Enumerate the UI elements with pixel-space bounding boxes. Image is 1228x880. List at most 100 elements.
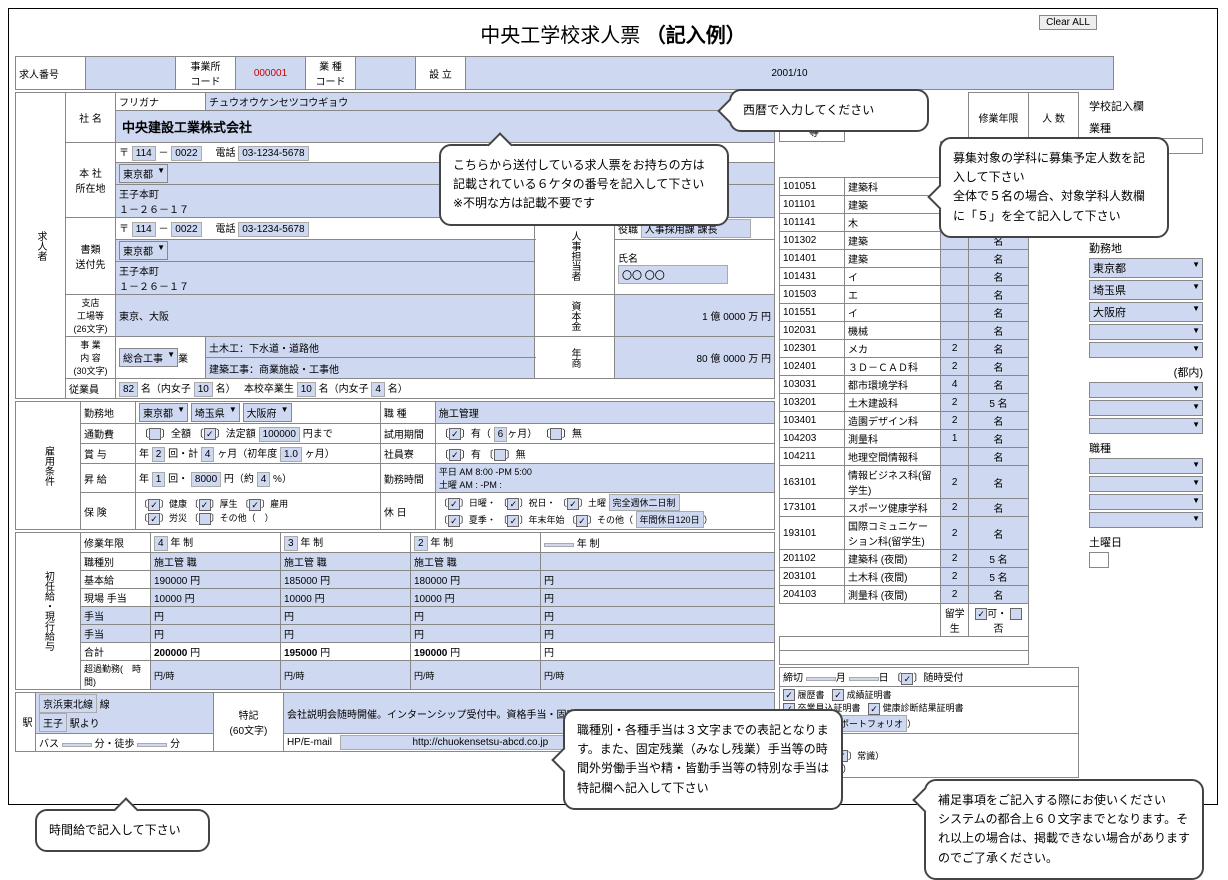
field-line[interactable]: 京浜東北線 bbox=[39, 694, 97, 713]
check-ins-comp[interactable]: ✓ bbox=[148, 513, 160, 525]
select-school-metro1[interactable] bbox=[1089, 382, 1203, 398]
field-trial-months[interactable]: 6 bbox=[494, 427, 508, 442]
dept-years[interactable]: 2 bbox=[941, 358, 969, 376]
check-hol-nat[interactable]: ✓ bbox=[507, 498, 519, 510]
field-station[interactable]: 王子 bbox=[39, 713, 67, 732]
field-sales[interactable]: 80 億 0000 万 円 bbox=[615, 337, 775, 379]
field-furigana[interactable]: チュウオウケンセツコウギョウ bbox=[206, 93, 775, 111]
select-school-job4[interactable] bbox=[1089, 512, 1203, 528]
field-branch[interactable]: 東京、大阪 bbox=[116, 295, 535, 337]
field-type3[interactable]: 施工管 職 bbox=[281, 553, 411, 571]
field-company-name[interactable]: 中央建設工業株式会社 bbox=[116, 111, 775, 143]
check-intl-yes[interactable]: ✓ bbox=[975, 608, 987, 620]
select-loc2[interactable]: 埼玉県 bbox=[191, 403, 240, 422]
field-bonus-months[interactable]: 4 bbox=[201, 447, 215, 462]
field-biz-line1[interactable]: 土木工：下水道・道路他 bbox=[206, 337, 535, 358]
dept-years[interactable] bbox=[941, 268, 969, 286]
dept-years[interactable] bbox=[941, 286, 969, 304]
check-dorm-no[interactable] bbox=[494, 449, 506, 461]
field-capital[interactable]: 1 億 0000 万 円 bbox=[615, 295, 775, 337]
dept-years[interactable]: 2 bbox=[941, 568, 969, 586]
dept-years[interactable]: 2 bbox=[941, 550, 969, 568]
field-type0[interactable] bbox=[541, 553, 775, 571]
check-hol-sun[interactable]: ✓ bbox=[448, 498, 460, 510]
dept-count[interactable]: 名 bbox=[969, 358, 1029, 376]
check-ins-welfare[interactable]: ✓ bbox=[199, 499, 211, 511]
field-emp-grad-w[interactable]: 4 bbox=[371, 382, 385, 397]
dept-count[interactable]: 名 bbox=[969, 466, 1029, 499]
dept-count[interactable]: 名 bbox=[969, 340, 1029, 358]
dept-count[interactable]: 名 bbox=[969, 412, 1029, 430]
field-bonus-times[interactable]: 2 bbox=[152, 447, 166, 462]
dept-count[interactable]: 名 bbox=[969, 304, 1029, 322]
select-school-loc5[interactable] bbox=[1089, 342, 1203, 358]
field-site3[interactable]: 10000 円 bbox=[281, 589, 411, 607]
field-pt2[interactable]: 円/時 bbox=[411, 661, 541, 690]
dept-years[interactable]: 1 bbox=[941, 430, 969, 448]
check-doc-grade[interactable]: ✓ bbox=[832, 689, 844, 701]
field-pt4[interactable]: 円/時 bbox=[151, 661, 281, 690]
select-school-loc2[interactable]: 埼玉県 bbox=[1089, 280, 1203, 300]
field-raise-pct[interactable]: 4 bbox=[257, 472, 271, 487]
select-school-metro2[interactable] bbox=[1089, 400, 1203, 416]
dept-count[interactable]: 5 名 bbox=[969, 550, 1029, 568]
field-emp-total[interactable]: 82 bbox=[119, 382, 138, 397]
check-deadline-always[interactable]: ✓ bbox=[901, 673, 913, 685]
dept-years[interactable]: 2 bbox=[941, 517, 969, 550]
select-pref[interactable]: 東京都 bbox=[119, 164, 168, 183]
clear-all-button[interactable]: Clear ALL bbox=[1039, 15, 1097, 30]
check-doc-health[interactable]: ✓ bbox=[868, 703, 880, 715]
check-intl-no[interactable] bbox=[1010, 608, 1022, 620]
check-ins-emp[interactable]: ✓ bbox=[249, 499, 261, 511]
dept-years[interactable]: 2 bbox=[941, 340, 969, 358]
field-hr-name[interactable]: 〇〇 〇〇 bbox=[618, 265, 728, 284]
select-school-loc4[interactable] bbox=[1089, 324, 1203, 340]
field-city[interactable]: 王子本町 bbox=[119, 190, 159, 201]
dept-years[interactable] bbox=[941, 448, 969, 466]
check-commute-legal[interactable]: ✓ bbox=[204, 428, 216, 440]
dept-years[interactable] bbox=[941, 250, 969, 268]
select-school-job1[interactable] bbox=[1089, 458, 1203, 474]
select-school-loc3[interactable]: 大阪府 bbox=[1089, 302, 1203, 322]
field-job-no[interactable] bbox=[86, 57, 176, 90]
dept-years[interactable]: 2 bbox=[941, 499, 969, 517]
field-base3[interactable]: 185000 円 bbox=[281, 571, 411, 589]
dept-years[interactable]: 2 bbox=[941, 412, 969, 430]
field-type4[interactable]: 施工管 職 bbox=[151, 553, 281, 571]
select-biz-cat[interactable]: 総合工事 bbox=[119, 348, 178, 367]
select-loc1[interactable]: 東京都 bbox=[139, 403, 188, 422]
dept-count[interactable]: 5 名 bbox=[969, 568, 1029, 586]
field-post1[interactable]: 114 bbox=[132, 146, 156, 161]
check-doc-resume[interactable]: ✓ bbox=[783, 689, 795, 701]
field-type2[interactable]: 施工管 職 bbox=[411, 553, 541, 571]
field-deadline-d[interactable] bbox=[849, 677, 879, 681]
field-post2[interactable]: 0022 bbox=[171, 146, 201, 161]
field-pt3[interactable]: 円/時 bbox=[281, 661, 411, 690]
dept-count[interactable]: 5 名 bbox=[969, 394, 1029, 412]
field-biz-code[interactable]: 000001 bbox=[236, 57, 306, 90]
dept-years[interactable]: 2 bbox=[941, 466, 969, 499]
field-bus-min[interactable] bbox=[62, 743, 92, 747]
select-school-job2[interactable] bbox=[1089, 476, 1203, 492]
field-base4[interactable]: 190000 円 bbox=[151, 571, 281, 589]
field-raise-amt[interactable]: 8000 bbox=[191, 472, 221, 487]
field-walk-min[interactable] bbox=[137, 743, 167, 747]
select-loc3[interactable]: 大阪府 bbox=[243, 403, 292, 422]
field-doc-other[interactable]: ポートフォリオ bbox=[836, 715, 907, 732]
dept-count[interactable]: 名 bbox=[969, 376, 1029, 394]
field-est[interactable]: 2001/10 bbox=[466, 57, 1114, 90]
check-ins-health[interactable]: ✓ bbox=[148, 499, 160, 511]
field-school-sat[interactable] bbox=[1089, 552, 1109, 568]
dept-years[interactable]: 4 bbox=[941, 376, 969, 394]
check-dorm-yes[interactable]: ✓ bbox=[449, 449, 461, 461]
dept-count[interactable]: 名 bbox=[969, 499, 1029, 517]
field-site4[interactable]: 10000 円 bbox=[151, 589, 281, 607]
dept-count[interactable]: 名 bbox=[969, 250, 1029, 268]
dept-count[interactable]: 名 bbox=[969, 448, 1029, 466]
field-street[interactable]: １－２６－１７ bbox=[119, 205, 189, 216]
dept-count[interactable]: 名 bbox=[969, 430, 1029, 448]
dept-count[interactable]: 名 bbox=[969, 586, 1029, 604]
check-ins-other[interactable] bbox=[199, 513, 211, 525]
field-site2[interactable]: 10000 円 bbox=[411, 589, 541, 607]
field-hours-sat[interactable]: 土曜 AM : ‐PM : bbox=[439, 480, 502, 490]
